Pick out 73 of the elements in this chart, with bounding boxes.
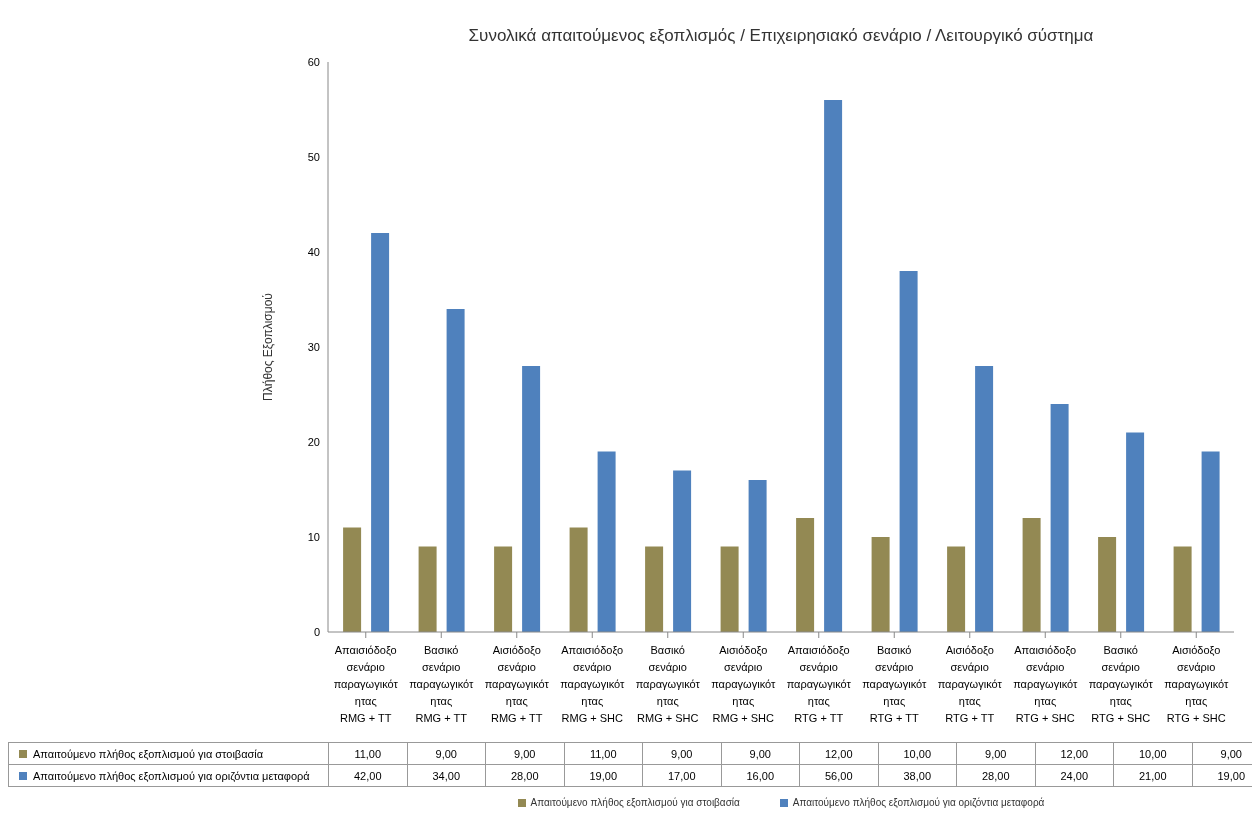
bar <box>446 309 465 632</box>
text: Απαιτούμενο πλήθος εξοπλισμού για στοιβασία <box>530 797 740 808</box>
legend-label: Απαιτούμενο πλήθος εξοπλισμού για οριζόντια μεταφορά <box>8 764 329 787</box>
bar <box>1201 451 1220 632</box>
chart-title: Συνολικά απαιτούμενος εξοπλισμός / Επιχειρησιακό σενάριο / Λειτουργικό σύστημα <box>467 25 1095 47</box>
data-label: 28,00 <box>956 764 1035 787</box>
x-tick-label: Αισιόδοξο σενάριο παραγωγικότητας RTG + TT <box>937 644 1003 724</box>
bar <box>947 546 966 632</box>
x-tick-label: Απαισιόδοξο σενάριο παραγωγικότητας RTG + SHC <box>1013 644 1078 724</box>
data-label: 42,00 <box>328 764 407 787</box>
bar <box>796 518 815 632</box>
bar <box>1050 404 1069 632</box>
bar <box>569 527 588 632</box>
y-tick-label: 20 <box>307 435 320 448</box>
data-label: 28,00 <box>485 764 564 787</box>
bar <box>1126 432 1145 632</box>
data-label: 9,00 <box>721 742 800 765</box>
y-tick-label: 10 <box>307 530 320 543</box>
x-tick-label: Αισιόδοξο σενάριο παραγωγικότητας RMG + SHC <box>711 644 776 724</box>
y-tick-label: 30 <box>307 340 320 353</box>
x-tick-label: Αισιόδοξο σενάριο παραγωγικότητας RMG + TT <box>484 644 550 724</box>
bar <box>645 546 664 632</box>
bar <box>748 480 767 632</box>
data-label: 11,00 <box>564 742 643 765</box>
data-label: 21,00 <box>1113 764 1192 787</box>
text: Απαιτούμενο πλήθος εξοπλισμού για οριζόντια μεταφορά <box>792 797 1045 808</box>
data-label: 12,00 <box>799 742 878 765</box>
bar <box>899 271 918 632</box>
legend-label: Απαιτούμενο πλήθος εξοπλισμού για στοιβασία <box>8 742 329 765</box>
bar <box>824 100 843 632</box>
bar <box>522 366 541 632</box>
x-tick-label: Απαισιόδοξο σενάριο παραγωγικότητας RMG + SHC <box>560 644 625 724</box>
data-label: 16,00 <box>721 764 800 787</box>
y-tick-label: 60 <box>307 55 320 68</box>
x-tick-label: Βασικό σενάριο παραγωγικότητας RTG + TT <box>862 644 927 724</box>
data-label: 9,00 <box>642 742 721 765</box>
x-tick-label: Απαισιόδοξο σενάριο παραγωγικότητας RMG + TT <box>333 644 399 724</box>
data-label: 34,00 <box>407 764 486 787</box>
y-tick-label: 40 <box>307 245 320 258</box>
y-tick-label: 0 <box>313 625 320 638</box>
data-label: 9,00 <box>956 742 1035 765</box>
data-label: 10,00 <box>878 742 957 765</box>
x-tick-label: Βασικό σενάριο παραγωγικότητας RMG + TT <box>409 644 474 724</box>
bar <box>371 233 390 632</box>
bar <box>494 546 513 632</box>
data-label: 19,00 <box>1192 764 1252 787</box>
bar <box>975 366 994 632</box>
data-label: 19,00 <box>564 764 643 787</box>
bar <box>597 451 616 632</box>
data-label: 17,00 <box>642 764 721 787</box>
data-label: 38,00 <box>878 764 957 787</box>
data-label: 56,00 <box>799 764 878 787</box>
bar <box>720 546 739 632</box>
bar <box>1098 537 1117 632</box>
x-tick-label: Βασικό σενάριο παραγωγικότητας RTG + SHC <box>1088 644 1154 724</box>
data-label: 9,00 <box>1192 742 1252 765</box>
bar <box>418 546 437 632</box>
data-label: 11,00 <box>328 742 407 765</box>
data-label: 9,00 <box>485 742 564 765</box>
bar <box>1022 518 1041 632</box>
bar <box>1173 546 1192 632</box>
y-tick-label: 50 <box>307 150 320 163</box>
x-tick-label: Απαισιόδοξο σενάριο παραγωγικότητας RTG + TT <box>786 644 852 724</box>
bar <box>871 537 890 632</box>
data-label: 9,00 <box>407 742 486 765</box>
data-label: 10,00 <box>1113 742 1192 765</box>
data-label: 24,00 <box>1035 764 1114 787</box>
x-tick-label: Βασικό σενάριο παραγωγικότητας RMG + SHC <box>635 644 701 724</box>
data-label: 12,00 <box>1035 742 1114 765</box>
y-axis-title: Πλήθος Εξοπλισμού <box>261 293 276 401</box>
bar <box>343 527 362 632</box>
bar <box>673 470 692 632</box>
x-tick-label: Αισιόδοξο σενάριο παραγωγικότητας RTG + SHC <box>1164 644 1229 724</box>
